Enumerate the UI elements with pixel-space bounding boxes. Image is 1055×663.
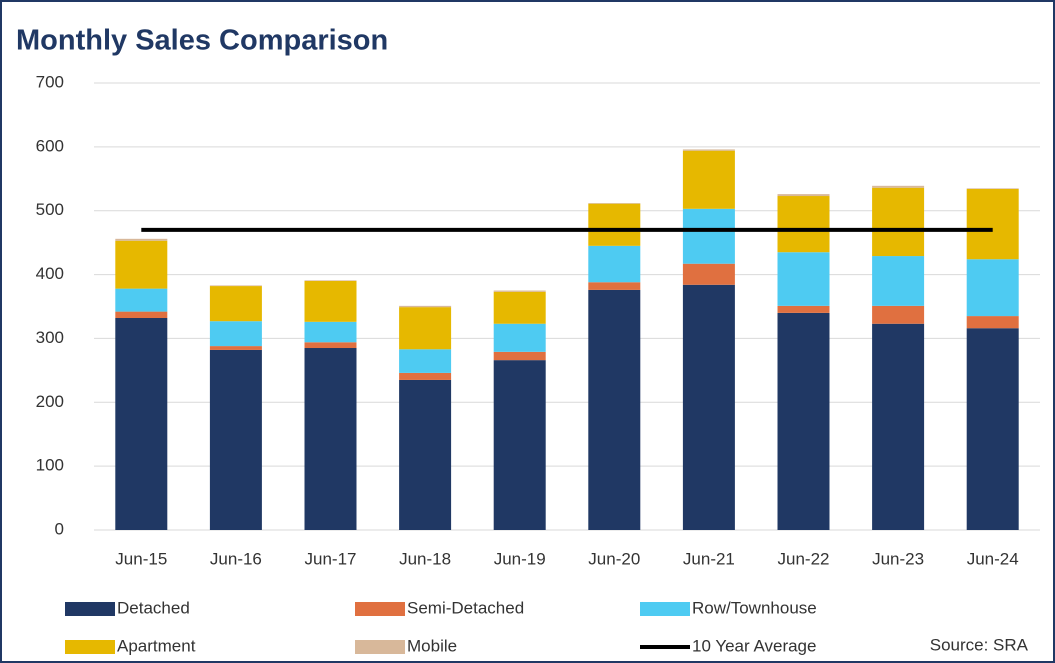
- x-tick-label: Jun-24: [967, 549, 1019, 568]
- bar-segment: [682, 149, 735, 151]
- bar-segment: [872, 256, 925, 306]
- bar-segment: [493, 291, 546, 324]
- bar-segment: [399, 372, 452, 380]
- bar-segment: [966, 188, 1019, 190]
- x-tick-label: Jun-16: [210, 549, 262, 568]
- bar-segment: [777, 196, 830, 253]
- legend-swatch: [640, 602, 690, 616]
- bar-segment: [777, 312, 830, 530]
- bar-segment: [399, 305, 452, 308]
- legend-label: Detached: [117, 598, 190, 617]
- bar-segment: [115, 288, 168, 312]
- y-tick-label: 700: [36, 72, 64, 91]
- bar-segment: [588, 245, 641, 283]
- bar-segment: [493, 290, 546, 292]
- bar-segment: [588, 289, 641, 530]
- x-tick-label: Jun-23: [872, 549, 924, 568]
- x-tick-label: Jun-18: [399, 549, 451, 568]
- x-tick-label: Jun-21: [683, 549, 735, 568]
- bar-segment: [304, 342, 357, 349]
- legend-swatch: [355, 602, 405, 616]
- bar-segment: [209, 346, 262, 350]
- bar-segment: [304, 348, 357, 530]
- bar-segment: [966, 316, 1019, 329]
- y-tick-label: 300: [36, 328, 64, 347]
- bar-segment: [966, 259, 1019, 317]
- legend-label: Apartment: [117, 636, 196, 655]
- bar-segment: [493, 351, 546, 361]
- y-tick-label: 200: [36, 392, 64, 411]
- legend-label: Row/Townhouse: [692, 598, 817, 617]
- bar-segment: [966, 328, 1019, 530]
- bar-segment: [399, 349, 452, 373]
- bar-segment: [209, 286, 262, 322]
- bar-segment: [588, 282, 641, 290]
- bar-segment: [209, 321, 262, 347]
- legend-label: 10 Year Average: [692, 636, 816, 655]
- bar-segment: [399, 307, 452, 350]
- bar-segment: [115, 317, 168, 530]
- bar-segment: [777, 305, 830, 313]
- bar-segment: [872, 305, 925, 324]
- x-tick-label: Jun-20: [588, 549, 640, 568]
- bar-segment: [399, 379, 452, 530]
- x-tick-label: Jun-19: [494, 549, 546, 568]
- bar-segment: [115, 240, 168, 289]
- bar-segment: [682, 284, 735, 530]
- x-tick-label: Jun-17: [305, 549, 357, 568]
- legend-swatch: [65, 640, 115, 654]
- bar-segment: [966, 189, 1019, 260]
- bar-segment: [304, 280, 357, 281]
- bar-segment: [588, 203, 641, 246]
- bar-segment: [493, 360, 546, 530]
- x-tick-label: Jun-22: [778, 549, 830, 568]
- bar-segment: [777, 194, 830, 197]
- bar-segment: [115, 311, 168, 318]
- y-tick-label: 400: [36, 264, 64, 283]
- bar-segment: [682, 208, 735, 264]
- chart-title: Monthly Sales Comparison: [16, 25, 388, 57]
- bar-segment: [209, 285, 262, 287]
- bar-segment: [872, 187, 925, 257]
- bar-segment: [872, 323, 925, 530]
- y-tick-label: 100: [36, 456, 64, 475]
- bar-segment: [682, 263, 735, 285]
- bar-segment: [588, 203, 641, 204]
- legend-label: Mobile: [407, 636, 457, 655]
- y-tick-label: 600: [36, 136, 64, 155]
- bar-segment: [777, 252, 830, 306]
- legend-swatch: [65, 602, 115, 616]
- bar-segment: [115, 238, 168, 241]
- bar-segment: [304, 280, 357, 322]
- y-tick-label: 500: [36, 200, 64, 219]
- source: Source: SRA: [930, 635, 1029, 654]
- bar-segment: [872, 185, 925, 188]
- bar-segment: [209, 349, 262, 530]
- legend-label: Semi-Detached: [407, 598, 524, 617]
- legend-swatch: [355, 640, 405, 654]
- y-tick-label: 0: [55, 519, 64, 538]
- bar-segment: [493, 323, 546, 352]
- bar-segment: [682, 150, 735, 209]
- bar-segment: [304, 321, 357, 343]
- x-tick-label: Jun-15: [115, 549, 167, 568]
